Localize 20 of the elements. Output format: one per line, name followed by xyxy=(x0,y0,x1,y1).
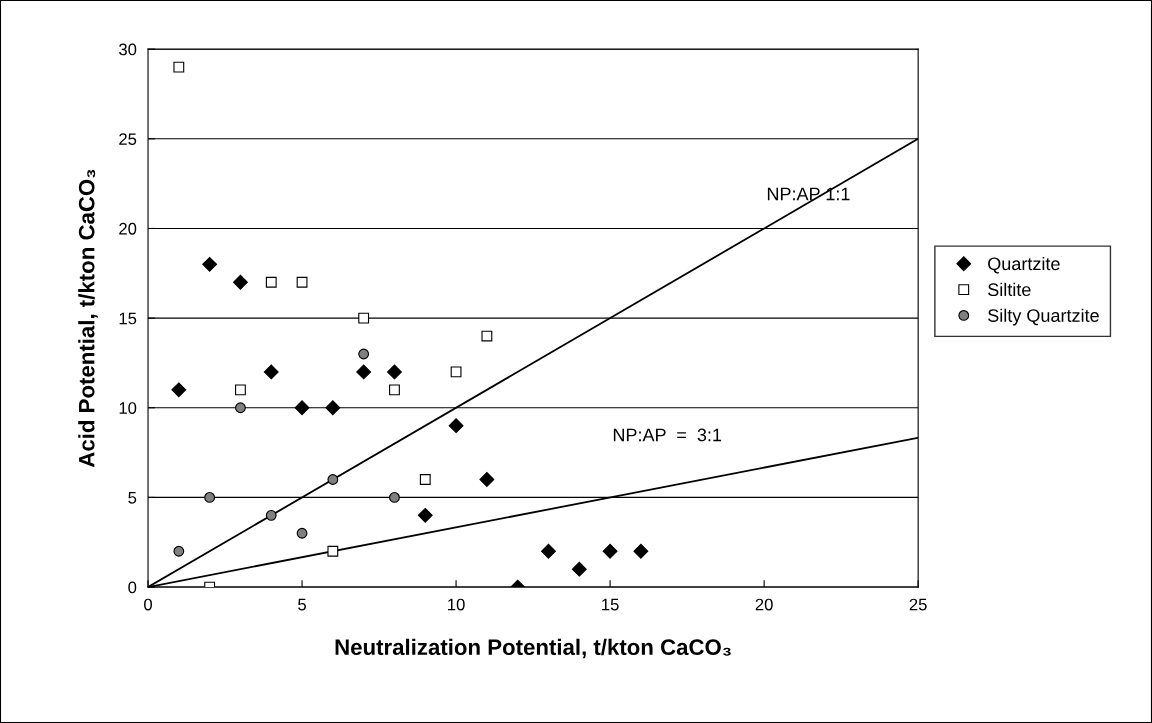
y-axis-title: Acid Potential, t/kton CaCO₃ xyxy=(78,169,98,468)
legend-label: Siltite xyxy=(988,282,1031,297)
x-tick-label: 20 xyxy=(755,598,773,611)
x-tick-label: 25 xyxy=(909,598,927,611)
y-tick-label: 10 xyxy=(119,402,137,414)
y-tick-label: 25 xyxy=(119,133,137,146)
y-tick-label: 20 xyxy=(119,222,137,235)
x-tick-label: 0 xyxy=(144,598,153,611)
x-axis-title: Neutralization Potential, t/kton CaCO₃ xyxy=(335,638,731,659)
y-tick-label: 0 xyxy=(128,581,137,594)
annotation: NP:AP = 3:1 xyxy=(613,428,722,442)
x-tick-label: 10 xyxy=(448,598,465,611)
y-tick-label: 30 xyxy=(119,43,137,56)
x-tick-label: 15 xyxy=(602,598,619,611)
legend-label: Silty Quartzite xyxy=(988,308,1099,326)
annotation: NP:AP 1:1 xyxy=(767,187,850,201)
legend-label: Quartzite xyxy=(988,256,1060,274)
y-tick-label: 5 xyxy=(128,492,137,504)
y-tick-label: 15 xyxy=(119,312,137,325)
x-tick-label: 5 xyxy=(298,598,306,611)
